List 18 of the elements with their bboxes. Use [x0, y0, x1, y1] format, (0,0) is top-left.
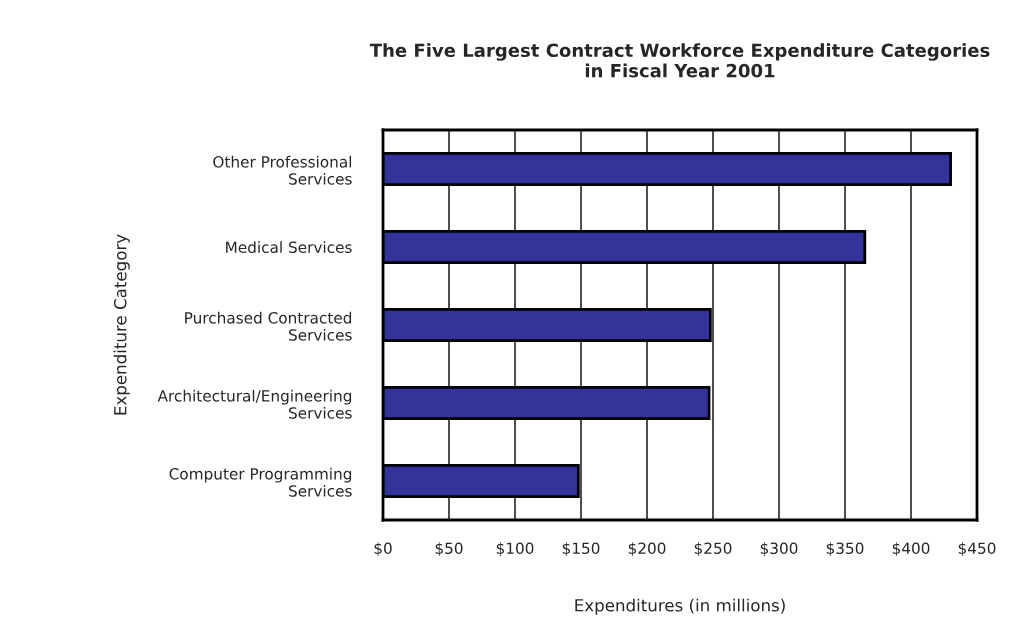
y-axis-title: Expenditure Category — [113, 234, 130, 415]
x-tick-label: $250 — [694, 542, 732, 557]
x-tick-label: $150 — [562, 542, 600, 557]
y-tick-label: Computer Programming Services — [169, 467, 352, 497]
x-tick-label: $450 — [958, 542, 996, 557]
y-tick-label: Purchased Contracted Services — [185, 311, 352, 341]
x-tick-label: $0 — [374, 542, 392, 557]
x-tick-label: $100 — [496, 542, 534, 557]
x-tick-label: $350 — [826, 542, 864, 557]
y-tick-label: Architectural/Engineering Services — [157, 389, 352, 419]
y-tick-label: Other Professional Services — [213, 155, 352, 185]
x-tick-label: $300 — [760, 542, 798, 557]
y-tick-label: Medical Services — [226, 241, 352, 254]
x-tick-label: $400 — [892, 542, 930, 557]
chart-title: The Five Largest Contract Workforce Expenditure Categories in Fiscal Year 2001 — [369, 43, 990, 78]
x-tick-label: $50 — [435, 542, 463, 557]
x-axis-title: Expenditures (in millions) — [575, 598, 785, 615]
x-tick-label: $200 — [628, 542, 666, 557]
